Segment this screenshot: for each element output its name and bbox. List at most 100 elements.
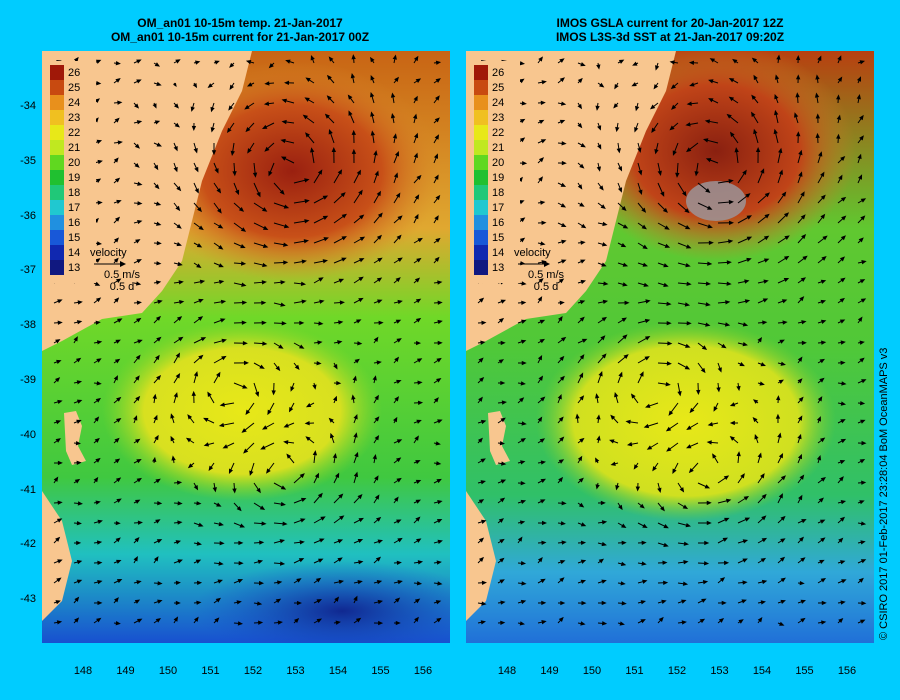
current-arrow-head [240, 227, 247, 232]
current-arrow-head [820, 279, 827, 284]
current-arrow-head [814, 92, 820, 98]
current-arrow-head [783, 278, 790, 283]
current-arrow-head [580, 621, 586, 626]
current-arrow-head [179, 299, 185, 305]
current-arrow-head [415, 516, 421, 522]
current-arrow-head [577, 184, 583, 190]
current-arrow-head [221, 355, 227, 361]
longitude-tick-label: 156 [413, 665, 433, 677]
current-arrow-head [857, 316, 863, 322]
current-arrow-head [436, 461, 442, 466]
current-arrow-head [779, 621, 785, 626]
longitude-tick-label: 149 [116, 665, 135, 677]
current-arrow-head [666, 361, 672, 366]
current-arrow-head [397, 579, 403, 585]
current-arrow-head [294, 617, 300, 624]
current-arrow-head [435, 600, 442, 605]
current-arrow-head [774, 93, 779, 100]
current-arrow-head [840, 155, 846, 162]
longitude-tick-label: 155 [371, 665, 390, 677]
current-arrow-head [237, 621, 244, 626]
current-arrow-head [286, 453, 292, 459]
current-arrow-head [640, 619, 646, 624]
current-arrow-head [499, 579, 505, 584]
current-arrow-head [359, 236, 366, 242]
current-arrow-head [377, 299, 383, 304]
current-arrow-head [332, 395, 338, 402]
current-arrow-head [622, 334, 628, 340]
current-arrow-head [677, 391, 682, 397]
current-arrow-head [694, 171, 699, 177]
current-arrow-head [560, 101, 567, 106]
current-arrow-head [754, 434, 759, 440]
current-arrow-head [312, 384, 317, 390]
current-arrow-head [194, 60, 201, 65]
current-arrow-head [560, 600, 566, 606]
colorbar-tick-label: 16 [68, 217, 81, 229]
current-arrow-head [707, 261, 713, 266]
current-arrow-head [657, 487, 662, 493]
current-arrow-head [517, 536, 523, 542]
current-arrow-head [351, 394, 356, 400]
current-arrow-head [707, 224, 713, 229]
current-arrow-head [212, 487, 217, 493]
current-arrow-head [672, 468, 677, 474]
current-arrow-head [837, 55, 842, 61]
current-arrow-head [541, 600, 547, 606]
current-arrow-head [520, 381, 526, 386]
current-arrow-head [436, 560, 442, 565]
colorbar-swatch [474, 95, 488, 110]
current-arrow-head [723, 475, 730, 481]
current-arrow-head [254, 391, 260, 397]
current-arrow-head [332, 452, 338, 459]
current-arrow-head [559, 300, 565, 305]
current-arrow-head [746, 215, 752, 220]
current-arrow-head [243, 448, 249, 454]
current-arrow-head [751, 94, 757, 100]
current-arrow-head [596, 64, 601, 70]
current-arrow-head [780, 577, 786, 583]
current-arrow-head [156, 221, 162, 226]
current-arrow-head [351, 129, 356, 135]
current-arrow-head [620, 561, 627, 567]
left-velocity-legend: velocity 0.5 m/s 0.5 d [90, 247, 160, 293]
current-arrow-head [688, 467, 694, 474]
current-arrow-head [57, 299, 63, 304]
current-arrow-head [819, 358, 825, 364]
current-arrow-head [353, 595, 358, 602]
current-arrow-head [724, 322, 731, 327]
current-arrow-head [820, 299, 827, 305]
current-arrow-head [192, 82, 198, 89]
current-arrow-head [816, 455, 822, 461]
current-arrow-head [625, 419, 631, 425]
left-title-line2: OM_an01 10-15m current for 21-Jan-2017 0… [110, 30, 370, 44]
current-arrow-head [859, 279, 866, 284]
current-arrow-head [800, 557, 806, 562]
current-arrow-head [434, 134, 440, 140]
current-arrow-head [301, 259, 307, 264]
colorbar-swatch [50, 230, 64, 245]
current-arrow-head [820, 578, 827, 583]
current-arrow-head [55, 377, 61, 383]
current-arrow-head [74, 617, 80, 623]
current-arrow-head [559, 436, 565, 442]
current-arrow-head [437, 581, 443, 586]
current-arrow-head [622, 224, 629, 229]
left-model-map[interactable]: 26 25 24 23 22 21 20 19 18 17 16 15 14 13 velocity 0.… [42, 51, 450, 643]
colorbar-swatch [50, 80, 64, 95]
right-observation-map[interactable]: 26 25 24 23 22 21 20 19 18 17 16 15 14 13 velocity 0.… [466, 51, 874, 643]
current-arrow-head [751, 57, 758, 63]
colorbar-tick-label: 26 [492, 67, 505, 79]
current-arrow-head [193, 484, 199, 491]
current-arrow-head [115, 278, 122, 283]
current-arrow-head [761, 493, 767, 499]
current-arrow-head [650, 104, 656, 110]
current-arrow-head [815, 113, 821, 119]
colorbar-swatch [474, 245, 488, 260]
current-arrow-head [861, 260, 867, 265]
current-arrow-head [580, 259, 586, 264]
current-arrow-head [116, 559, 122, 564]
current-arrow-head [860, 419, 866, 424]
current-arrow-head [319, 299, 325, 304]
current-arrow-head [520, 217, 526, 223]
